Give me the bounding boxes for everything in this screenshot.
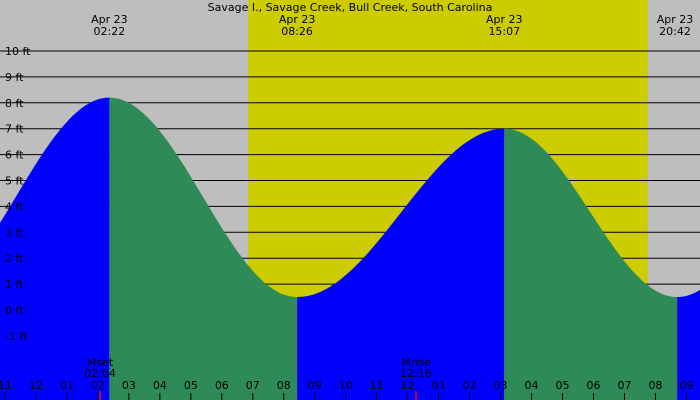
x-hour-label: 12 (401, 379, 415, 392)
y-tick-label: -1 ft (5, 330, 28, 343)
y-tick-label: 6 ft (5, 149, 24, 162)
x-hour-label: 01 (60, 379, 74, 392)
rising-tide-area (0, 97, 110, 400)
tide-event-date: Apr 23 (279, 13, 316, 26)
x-hour-label: 07 (246, 379, 260, 392)
y-axis-labels: -1 ft 0 ft 1 ft 2 ft 3 ft 4 ft 5 ft 6 ft 7 ft 8 f… (5, 45, 31, 343)
x-hour-label: 11 (370, 379, 384, 392)
y-tick-label: 8 ft (5, 97, 24, 110)
y-tick-label: 4 ft (5, 200, 24, 213)
moon-event-label: Mrise (401, 356, 431, 369)
y-tick-label: 2 ft (5, 252, 24, 265)
x-hour-label: 10 (339, 379, 353, 392)
x-hour-label: 01 (432, 379, 446, 392)
tide-event-time: 02:22 (94, 25, 126, 38)
y-tick-label: 10 ft (5, 45, 31, 58)
y-tick-label: 5 ft (5, 175, 24, 188)
x-hour-label: 07 (617, 379, 631, 392)
moon-event-label: Mset (87, 356, 114, 369)
moon-event-time: 02:04 (84, 367, 116, 380)
x-hour-label: 03 (494, 379, 508, 392)
x-hour-label: 06 (586, 379, 600, 392)
x-hour-label: 11 (0, 379, 12, 392)
y-tick-label: 3 ft (5, 226, 24, 239)
y-tick-label: 7 ft (5, 123, 24, 136)
x-hour-label: 05 (184, 379, 198, 392)
x-hour-label: 02 (91, 379, 105, 392)
y-tick-label: 1 ft (5, 278, 24, 291)
x-hour-label: 12 (29, 379, 43, 392)
x-hour-label: 06 (215, 379, 229, 392)
x-hour-label: 08 (277, 379, 291, 392)
x-hour-label: 04 (153, 379, 167, 392)
y-tick-label: 9 ft (5, 71, 24, 84)
tide-event-time: 15:07 (488, 25, 520, 38)
x-hour-label: 05 (556, 379, 570, 392)
x-hour-label: 02 (463, 379, 477, 392)
falling-tide-area (504, 128, 678, 400)
x-hour-label: 09 (308, 379, 322, 392)
x-hour-label: 08 (648, 379, 662, 392)
tide-event-time: 08:26 (281, 25, 313, 38)
x-hour-label: 09 (679, 379, 693, 392)
x-hour-label: 04 (525, 379, 539, 392)
rising-tide-area (677, 289, 700, 400)
tide-event-date: Apr 23 (657, 13, 694, 26)
tide-event-time: 20:42 (659, 25, 691, 38)
chart-title: Savage I., Savage Creek, Bull Creek, Sou… (208, 1, 493, 14)
tide-event-date: Apr 23 (486, 13, 523, 26)
tide-areas (0, 97, 700, 400)
rising-tide-area (297, 128, 505, 400)
y-tick-label: 0 ft (5, 304, 24, 317)
falling-tide-area (109, 97, 298, 400)
moon-event-time: 12:16 (400, 367, 432, 380)
x-hour-label: 03 (122, 379, 136, 392)
tide-event-date: Apr 23 (91, 13, 128, 26)
x-axis-hour-labels: 11 12 01 02 03 04 05 06 07 08 09 10 11 12 01 02 03 04 05 06… (0, 379, 693, 400)
